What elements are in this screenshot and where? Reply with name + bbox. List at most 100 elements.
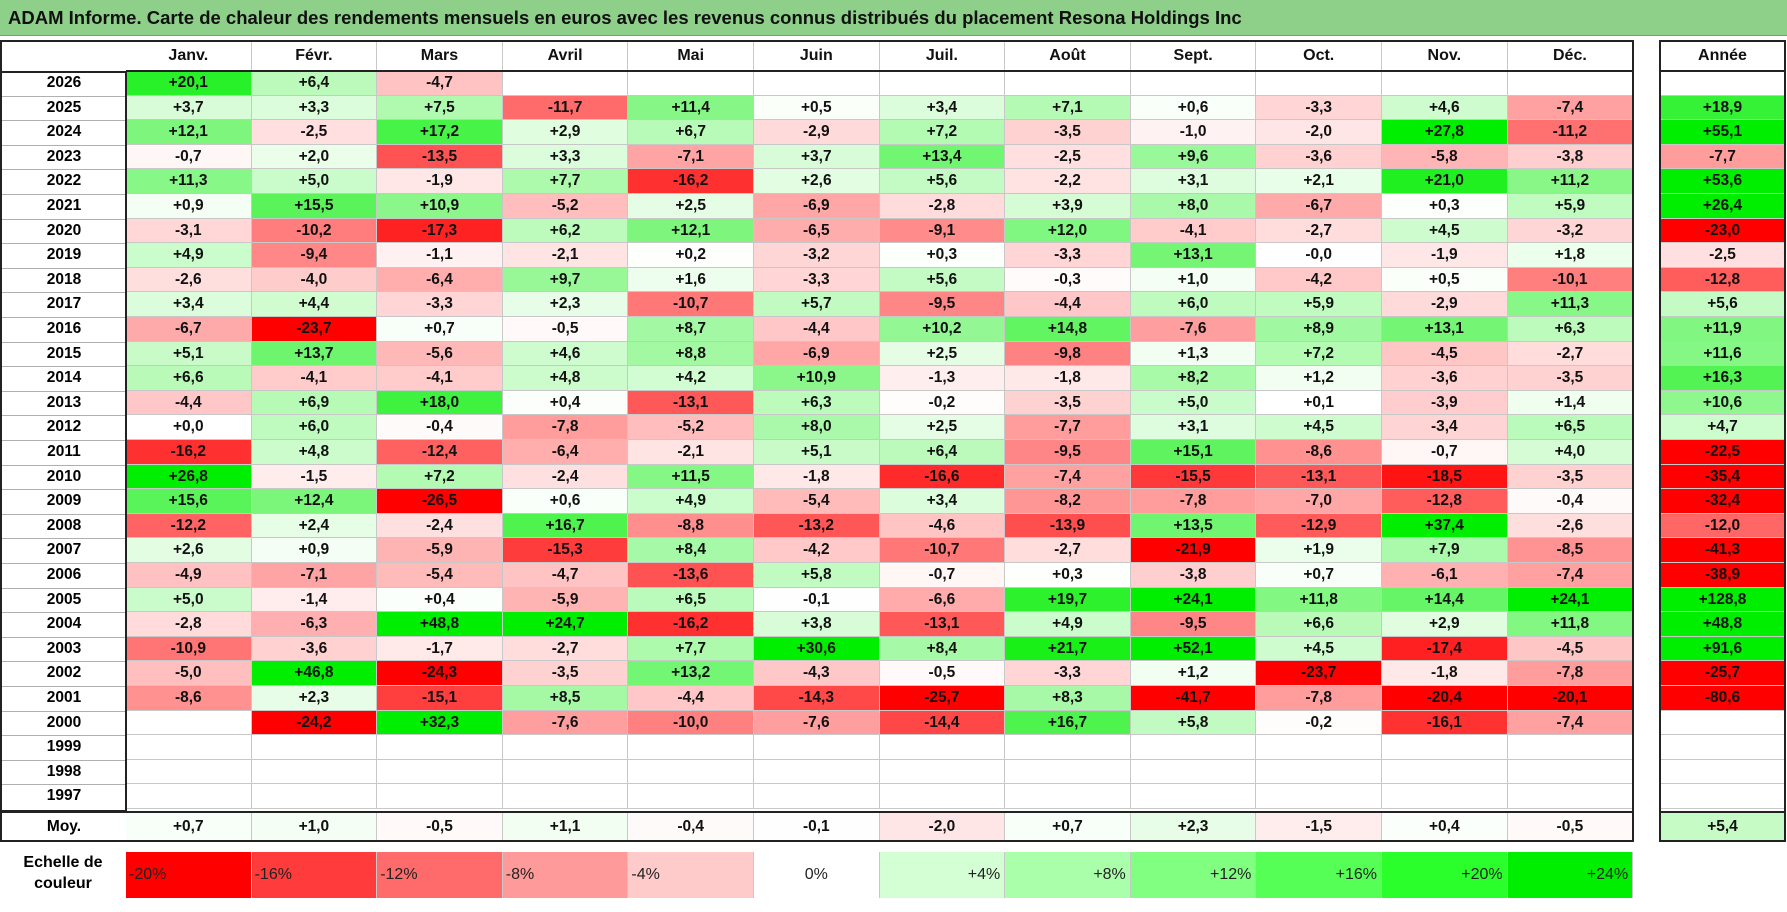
- heatmap-cell: +13,4: [879, 144, 1006, 170]
- heatmap-cell: +12,0: [1005, 218, 1131, 244]
- annual-cell: -32,4: [1660, 489, 1785, 514]
- month-header: Janv.: [126, 40, 252, 71]
- heatmap-cell: [754, 759, 880, 785]
- annual-cell: +18,9: [1660, 95, 1785, 121]
- heatmap-cell: +8,2: [1130, 366, 1257, 391]
- heatmap-cell: -0,1: [754, 587, 880, 613]
- row-divider: [2, 169, 126, 171]
- heatmap-cell: [251, 735, 378, 760]
- heatmap-cell: +6,5: [1507, 415, 1634, 440]
- annual-cell: [1660, 759, 1785, 785]
- row-divider: [2, 538, 126, 540]
- heatmap-cell: [754, 71, 880, 96]
- color-scale-swatch: -20%: [126, 852, 252, 898]
- heatmap-cell: +6,4: [879, 440, 1006, 465]
- heatmap-cell: +0,3: [1005, 563, 1131, 588]
- heatmap-cell: -7,8: [1507, 661, 1634, 686]
- color-scale-swatch: -16%: [251, 852, 378, 898]
- annual-cell: +55,1: [1660, 120, 1785, 145]
- heatmap-cell: -2,6: [1507, 513, 1634, 539]
- heatmap-cell: [1382, 759, 1508, 785]
- heatmap-cell: +0,7: [377, 317, 503, 342]
- heatmap-cell: +15,5: [251, 194, 378, 219]
- annual-cell: [1660, 735, 1785, 760]
- heatmap-cell: +5,0: [126, 587, 252, 613]
- heatmap-cell: -9,5: [879, 292, 1006, 317]
- heatmap-cell: -3,2: [754, 243, 880, 268]
- heatmap-cell: -7,1: [628, 144, 754, 170]
- heatmap-cell: -1,5: [251, 464, 378, 490]
- heatmap-cell: -10,0: [628, 710, 754, 736]
- year-label: 2001: [46, 689, 82, 706]
- heatmap-cell: +15,1: [1130, 440, 1257, 465]
- month-header: Juil.: [879, 40, 1006, 71]
- heatmap-cell: -13,9: [1005, 513, 1131, 539]
- heatmap-cell: [628, 784, 754, 809]
- heatmap-cell: -5,4: [377, 563, 503, 588]
- average-cell: +0,7: [1005, 812, 1131, 842]
- heatmap-cell: -1,0: [1130, 120, 1257, 145]
- year-label: 2025: [46, 98, 82, 116]
- heatmap-cell: -25,7: [879, 686, 1006, 711]
- heatmap-cell: -7,8: [1130, 489, 1257, 514]
- heatmap-cell: +6,4: [251, 71, 378, 96]
- year-label: 1997: [46, 787, 82, 805]
- heatmap-cell: -3,2: [1507, 218, 1634, 244]
- row-divider: [2, 415, 126, 417]
- heatmap-cell: -0,4: [1507, 489, 1634, 514]
- heatmap-cell: +2,3: [251, 686, 378, 711]
- heatmap-cell: -13,1: [1256, 464, 1382, 490]
- heatmap-cell: [502, 71, 629, 96]
- heatmap-cell: +1,4: [1507, 390, 1634, 416]
- row-divider: [2, 563, 126, 564]
- heatmap-cell: -2,7: [1256, 218, 1382, 244]
- heatmap-cell: +7,9: [1382, 538, 1508, 563]
- heatmap-cell: +2,5: [628, 194, 754, 219]
- heatmap-cell: +1,3: [1130, 341, 1257, 367]
- heatmap-cell: -41,7: [1130, 686, 1257, 711]
- row-divider: [2, 243, 126, 245]
- heatmap-cell: -4,4: [628, 686, 754, 711]
- heatmap-cell: +6,7: [628, 120, 754, 145]
- heatmap-cell: [879, 784, 1006, 809]
- average-cell: +0,7: [126, 812, 252, 842]
- heatmap-cell: -7,8: [1256, 686, 1382, 711]
- heatmap-cell: +8,0: [754, 415, 880, 440]
- month-header: Mars: [377, 40, 503, 71]
- month-header: Oct.: [1256, 40, 1382, 71]
- color-scale-swatch: -12%: [377, 852, 503, 898]
- heatmap-cell: -2,1: [628, 440, 754, 465]
- heatmap-cell: -3,9: [1382, 390, 1508, 416]
- annual-cell: -35,4: [1660, 464, 1785, 490]
- heatmap-cell: [628, 71, 754, 96]
- heatmap-cell: +11,4: [628, 95, 754, 121]
- header-divider-annual: [1660, 70, 1785, 72]
- heatmap-cell: -11,7: [502, 95, 629, 121]
- heatmap-cell: +13,2: [628, 661, 754, 686]
- heatmap-cell: -9,8: [1005, 341, 1131, 367]
- color-scale-swatch: +20%: [1382, 852, 1508, 898]
- heatmap-cell: +13,1: [1130, 243, 1257, 268]
- heatmap-cell: +7,5: [377, 95, 503, 121]
- year-label: 2000: [46, 713, 82, 731]
- heatmap-cell: +16,7: [1005, 710, 1131, 736]
- average-cell: -0,1: [754, 812, 880, 842]
- heatmap-cell: +8,3: [1005, 686, 1131, 711]
- year-label: 2012: [46, 418, 82, 436]
- heatmap-cell: [1382, 784, 1508, 809]
- heatmap-cell: -11,2: [1507, 120, 1634, 145]
- heatmap-cell: -7,6: [1130, 317, 1257, 342]
- heatmap-cell: -16,2: [628, 612, 754, 637]
- heatmap-cell: [1256, 784, 1382, 809]
- heatmap-cell: +3,7: [126, 95, 252, 121]
- heatmap-cell: -2,0: [1256, 120, 1382, 145]
- heatmap-cell: +4,4: [251, 292, 378, 317]
- heatmap-cell: -8,6: [1256, 440, 1382, 465]
- heatmap-cell: +32,3: [377, 710, 503, 736]
- annual-cell: +91,6: [1660, 636, 1785, 662]
- row-divider: [2, 95, 126, 97]
- heatmap-cell: [1507, 759, 1634, 785]
- heatmap-cell: +6,6: [126, 366, 252, 391]
- chart-title: ADAM Informe. Carte de chaleur des rende…: [8, 7, 1242, 28]
- heatmap-cell: +0,0: [126, 415, 252, 440]
